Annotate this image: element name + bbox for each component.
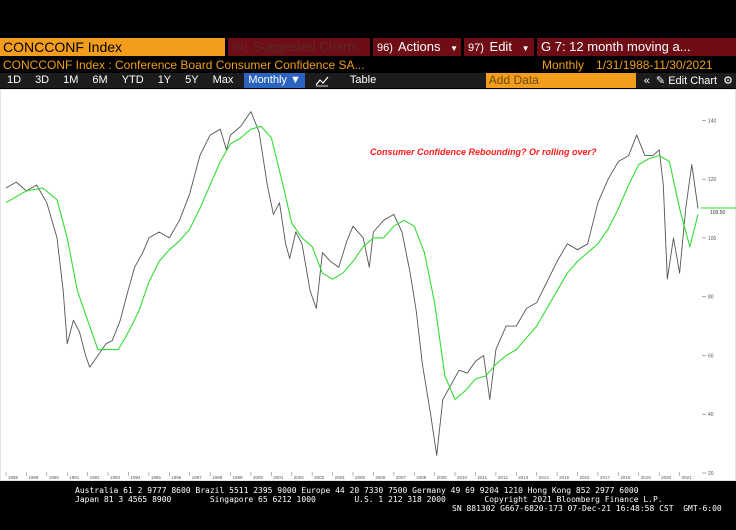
- x-tick-label: 1991: [69, 475, 80, 480]
- y-tick-label: 60: [708, 353, 714, 359]
- x-tick-label: 1995: [151, 475, 162, 480]
- x-tick-label: 2001: [273, 475, 284, 480]
- edit-button[interactable]: 97) Edit ▼: [464, 38, 534, 56]
- range-6m-button[interactable]: 6M: [92, 74, 108, 86]
- line-chart-icon[interactable]: [315, 75, 329, 87]
- actions-label: Actions: [397, 39, 441, 54]
- description-bar: CONCCONF Index : Conference Board Consum…: [0, 57, 736, 72]
- x-tick-label: 2006: [375, 475, 386, 480]
- edit-chart-button[interactable]: ✎ Edit Chart: [656, 74, 717, 87]
- x-tick-label: 2009: [437, 475, 448, 480]
- range-1m-button[interactable]: 1M: [63, 74, 79, 86]
- x-tick-label: 2019: [641, 475, 652, 480]
- index-series-line: [5, 111, 699, 456]
- y-axis: 20 40 60 80 100 120 140: [702, 118, 717, 477]
- series-lines: [5, 111, 699, 456]
- last-value-label: 109.50: [710, 210, 726, 216]
- edit-chart-label: Edit Chart: [668, 75, 718, 87]
- footer-line-1: Australia 61 2 9777 8600 Brazil 5511 239…: [75, 486, 639, 495]
- x-tick-label: 2015: [559, 475, 570, 480]
- footer-line-2: Japan 81 3 4565 8900 Singapore 65 6212 1…: [75, 495, 663, 504]
- chart-annotation: Consumer Confidence Rebounding? Or rolli…: [370, 147, 597, 157]
- x-tick-label: 1990: [49, 475, 60, 480]
- suggested-charts-label: Suggested Charts: [253, 39, 358, 54]
- range-ytd-button[interactable]: YTD: [121, 74, 144, 86]
- x-tick-label: 1993: [110, 475, 121, 480]
- x-tick-label: 1988: [8, 475, 19, 480]
- x-tick-label: 2021: [682, 475, 693, 480]
- x-tick-label: 2014: [539, 475, 550, 480]
- period-label: Monthly: [542, 57, 585, 72]
- frequency-dropdown[interactable]: Monthly ▼: [244, 73, 305, 88]
- x-tick-label: 2020: [661, 475, 672, 480]
- actions-number: 96): [377, 42, 393, 54]
- x-tick-label: 1998: [212, 475, 223, 480]
- footer: Australia 61 2 9777 8600 Brazil 5511 239…: [0, 486, 736, 530]
- study-label: G 7: 12 month moving a...: [541, 39, 691, 54]
- x-tick-label: 1996: [171, 475, 182, 480]
- range-max-button[interactable]: Max: [212, 74, 234, 86]
- ticker-field[interactable]: CONCCONF Index: [0, 38, 225, 56]
- x-tick-label: 2002: [294, 475, 305, 480]
- x-tick-label: 2000: [253, 475, 264, 480]
- pencil-icon: ✎: [655, 75, 666, 87]
- edit-number: 97): [468, 42, 484, 54]
- range-1d-button[interactable]: 1D: [7, 74, 22, 86]
- x-tick-label: 2017: [600, 475, 611, 480]
- suggested-charts-number: 94): [232, 42, 248, 54]
- x-tick-label: 2018: [620, 475, 631, 480]
- y-tick-label: 100: [708, 236, 717, 242]
- x-tick-label: 1997: [192, 475, 203, 480]
- plot-background: [0, 89, 736, 481]
- add-data-input[interactable]: Add Data: [485, 73, 636, 88]
- range-3d-button[interactable]: 3D: [35, 74, 50, 86]
- frequency-caret-icon: ▼: [290, 74, 301, 86]
- gear-icon[interactable]: ⚙: [723, 75, 733, 87]
- x-tick-label: 2011: [477, 475, 487, 480]
- x-tick-label: 1994: [130, 475, 141, 480]
- x-tick-label: 2010: [457, 475, 468, 480]
- x-axis: 1988 1989 1990 1991 1992 1993 1994 1995 1996 1997…: [5, 472, 693, 480]
- x-tick-label: 2007: [396, 475, 407, 480]
- double-chevron-left-icon[interactable]: «: [643, 74, 650, 87]
- y-tick-label: 80: [708, 295, 714, 301]
- x-tick-label: 1992: [90, 475, 101, 480]
- y-tick-label: 120: [708, 177, 717, 183]
- security-description: CONCCONF Index : Conference Board Consum…: [3, 57, 365, 72]
- x-tick-label: 2012: [498, 475, 509, 480]
- date-range[interactable]: 1/31/1988-11/30/2021: [596, 57, 713, 72]
- x-tick-label: 1989: [28, 475, 39, 480]
- y-tick-label: 20: [708, 471, 714, 477]
- footer-line-3: SN 881302 G667-6820-173 07-Dec-21 16:48:…: [452, 504, 722, 513]
- edit-label: Edit: [489, 39, 512, 54]
- x-tick-label: 1999: [233, 475, 244, 480]
- suggested-charts-button[interactable]: 94) Suggested Charts: [228, 38, 370, 56]
- frequency-label: Monthly: [248, 74, 287, 86]
- chart-toolbar: 1D 3D 1M 6M YTD 1Y 5Y Max Monthly ▼ Tabl…: [0, 73, 736, 88]
- actions-caret-icon: ▼: [450, 44, 458, 53]
- actions-button[interactable]: 96) Actions ▼: [373, 38, 461, 56]
- x-tick-label: 2008: [416, 475, 427, 480]
- moving-average-line: [5, 125, 699, 401]
- x-tick-label: 2005: [355, 475, 366, 480]
- table-button[interactable]: Table: [349, 74, 377, 86]
- header-bar: CONCCONF Index 94) Suggested Charts 96) …: [0, 38, 736, 56]
- x-tick-label: 2013: [518, 475, 529, 480]
- y-tick-label: 140: [708, 118, 717, 124]
- study-selector[interactable]: G 7: 12 month moving a...: [537, 38, 736, 56]
- edit-caret-icon: ▼: [521, 44, 530, 53]
- range-5y-button[interactable]: 5Y: [185, 74, 199, 86]
- y-tick-label: 40: [708, 412, 714, 418]
- last-value-marker: 109.50: [701, 207, 736, 216]
- x-tick-label: 2004: [335, 475, 346, 480]
- x-tick-label: 2003: [314, 475, 325, 480]
- x-tick-label: 2016: [580, 475, 591, 480]
- range-1y-button[interactable]: 1Y: [157, 74, 172, 86]
